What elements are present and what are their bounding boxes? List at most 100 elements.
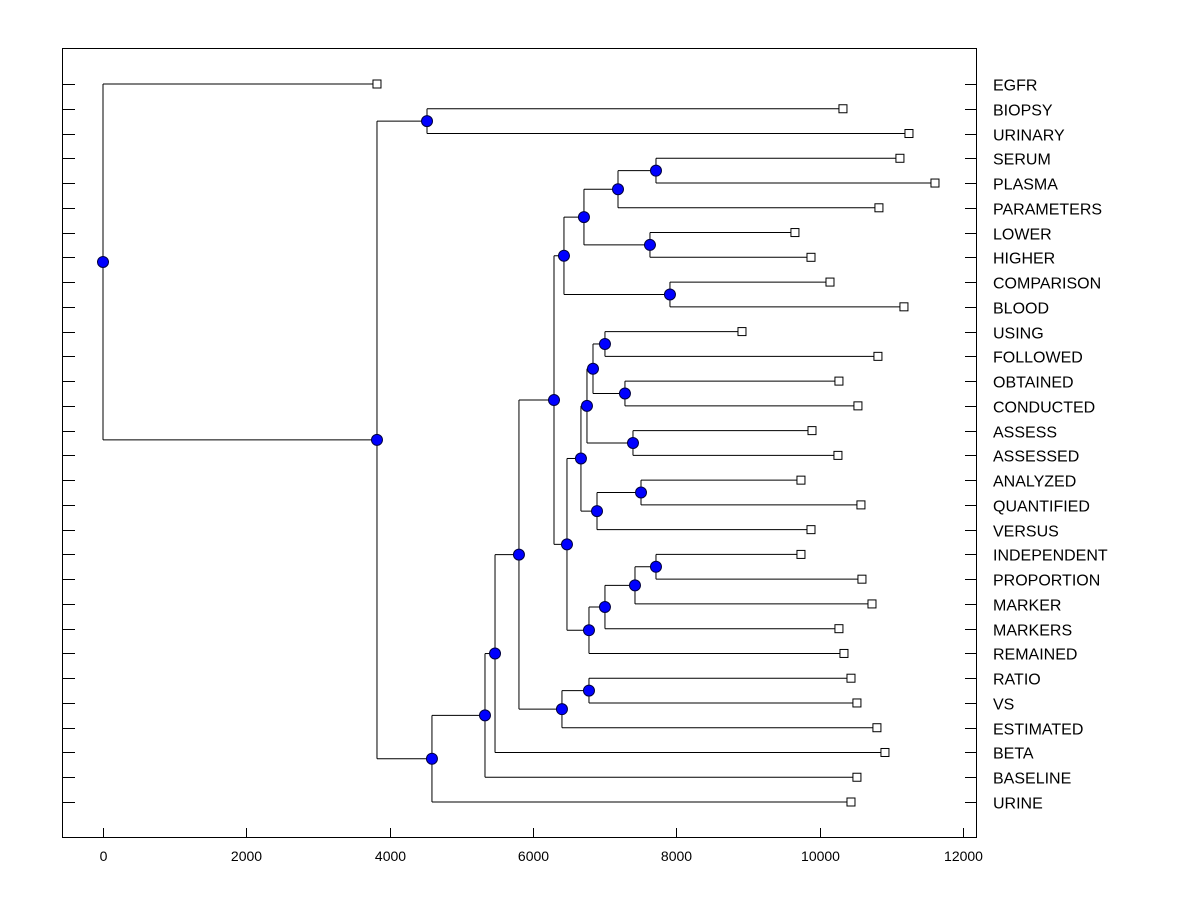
leaf-marker — [873, 351, 883, 361]
leaf-marker — [806, 525, 816, 535]
leaf-label: BASELINE — [993, 771, 1071, 788]
plot-frame — [62, 48, 977, 838]
leaf-label: BETA — [993, 746, 1034, 763]
leaf-marker — [806, 252, 816, 262]
x-tick-label: 4000 — [375, 848, 406, 864]
merge-node — [512, 548, 525, 561]
merge-node — [626, 437, 639, 449]
leaf-marker — [852, 698, 862, 708]
leaf-marker — [833, 450, 843, 460]
leaf-label: CONDUCTED — [993, 400, 1095, 417]
row-ticks — [62, 84, 977, 803]
merge-node — [628, 579, 641, 592]
merge-node — [574, 452, 587, 465]
x-tick-label: 6000 — [518, 848, 549, 864]
merge-node — [421, 115, 434, 128]
leaf-marker — [899, 302, 909, 312]
leaf-marker — [834, 376, 844, 386]
merge-node — [489, 647, 502, 660]
merge-node — [582, 624, 595, 637]
leaf-label: VS — [993, 697, 1014, 714]
leaf-marker — [796, 475, 806, 485]
leaf-label: FOLLOWED — [993, 350, 1083, 367]
merge-node — [649, 164, 662, 177]
leaf-label: ASSESSED — [993, 449, 1079, 466]
merge-node — [577, 211, 590, 224]
leaf-marker — [852, 772, 862, 782]
leaf-label: PLASMA — [993, 177, 1058, 194]
leaf-label: QUANTIFIED — [993, 499, 1090, 516]
merge-node — [649, 560, 662, 573]
merge-node — [618, 387, 631, 400]
leaf-label: ESTIMATED — [993, 722, 1083, 739]
leaf-label: URINARY — [993, 128, 1065, 145]
leaf-label: RATIO — [993, 672, 1041, 689]
merge-node — [663, 288, 676, 301]
merge-node — [586, 362, 599, 375]
leaf-label: INDEPENDENT — [993, 548, 1108, 565]
leaf-marker — [856, 500, 866, 510]
merge-node — [590, 505, 603, 518]
leaf-marker — [834, 624, 844, 634]
leaf-marker — [904, 129, 914, 139]
merge-node — [425, 752, 438, 765]
merge-node — [478, 709, 491, 722]
leaf-label: COMPARISON — [993, 276, 1101, 293]
leaf-label: SERUM — [993, 152, 1051, 169]
merge-node — [635, 486, 648, 499]
leaf-marker — [846, 797, 856, 807]
leaf-label: ANALYZED — [993, 474, 1076, 491]
leaf-label: BIOPSY — [993, 103, 1053, 120]
merge-node — [582, 684, 595, 697]
merge-node — [643, 238, 656, 251]
leaf-label: BLOOD — [993, 301, 1049, 318]
leaf-marker — [838, 104, 848, 114]
leaf-marker — [839, 648, 849, 658]
merge-node — [557, 249, 570, 262]
leaf-marker — [796, 549, 806, 559]
merge-node — [598, 601, 611, 614]
leaf-marker — [846, 673, 856, 683]
x-tick-label: 10000 — [801, 848, 840, 864]
leaf-marker — [857, 574, 867, 584]
leaf-label: ASSESS — [993, 425, 1057, 442]
leaf-marker — [807, 426, 817, 436]
merge-node — [580, 399, 593, 412]
leaf-label: REMAINED — [993, 647, 1077, 664]
leaf-marker — [853, 401, 863, 411]
leaf-label: EGFR — [993, 78, 1037, 95]
leaf-label: MARKER — [993, 598, 1061, 615]
x-axis: 0 2000 4000 6000 8000 10000 12000 — [100, 828, 983, 864]
merge-node — [598, 337, 611, 350]
x-tick-label: 2000 — [231, 848, 262, 864]
leaf-label: OBTAINED — [993, 375, 1074, 392]
merge-node — [97, 255, 109, 268]
leaf-label: PARAMETERS — [993, 202, 1102, 219]
leaf-marker — [737, 327, 747, 337]
leaf-label: VERSUS — [993, 524, 1059, 541]
leaf-label: MARKERS — [993, 623, 1072, 640]
merge-node — [547, 394, 560, 407]
leaf-label: PROPORTION — [993, 573, 1100, 590]
x-tick-label: 8000 — [661, 848, 692, 864]
x-tick-label: 12000 — [944, 848, 983, 864]
leaf-marker — [867, 599, 877, 609]
leaf-marker — [874, 203, 884, 213]
leaf-marker — [930, 178, 940, 188]
leaf-label: HIGHER — [993, 251, 1055, 268]
x-tick-label: 0 — [100, 848, 108, 864]
leaf-label: URINE — [993, 796, 1043, 813]
leaf-marker — [825, 277, 835, 287]
merge-node — [370, 433, 383, 446]
merge-node — [611, 183, 624, 196]
merge-node — [555, 703, 568, 716]
leaf-labels: EGFR BIOPSY URINARY SERUM PLASMA PARAMETERS LO… — [993, 78, 1108, 813]
dendrogram-markers — [97, 79, 940, 807]
leaf-label: LOWER — [993, 227, 1052, 244]
leaf-marker — [872, 723, 882, 733]
merge-node — [560, 538, 573, 551]
leaf-marker — [372, 79, 382, 89]
leaf-marker — [790, 228, 800, 238]
leaf-marker — [895, 153, 905, 163]
